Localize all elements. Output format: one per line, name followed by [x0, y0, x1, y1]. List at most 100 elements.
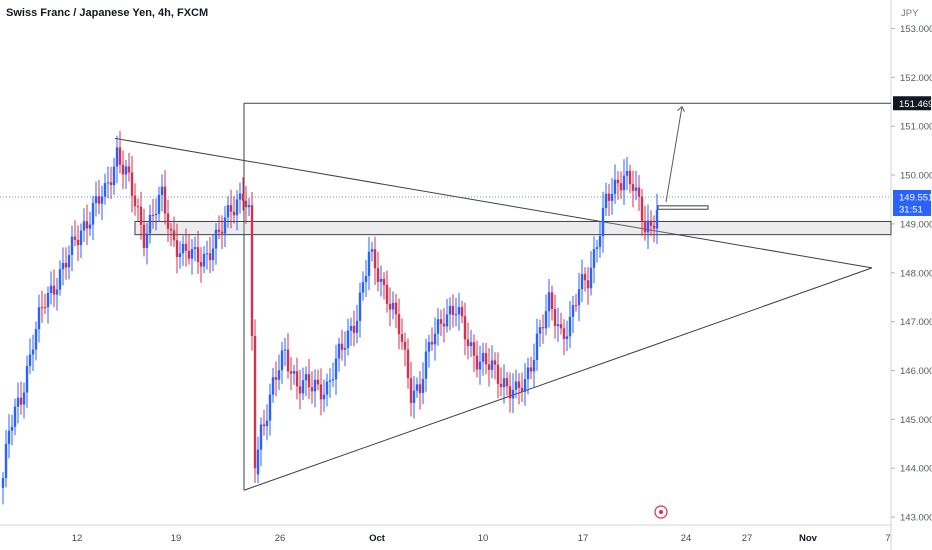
candle-body: [13, 406, 17, 427]
candle-body: [91, 203, 95, 225]
candle-body: [61, 263, 65, 270]
projection-arrow-line: [665, 106, 683, 202]
x-tick-label: 19: [171, 533, 182, 544]
candle-body: [412, 390, 416, 403]
candle-body: [175, 240, 179, 258]
candle-body: [286, 349, 290, 372]
candle-body: [172, 230, 176, 241]
current-price-text: 149.551: [899, 192, 932, 203]
candle-body: [187, 250, 191, 259]
candle-body: [163, 186, 167, 214]
candle-body: [478, 361, 482, 370]
candle-body: [595, 247, 599, 250]
candle-body: [298, 386, 302, 394]
candle-body: [364, 275, 368, 283]
candle-body: [373, 249, 377, 269]
target-price-text: 151.469: [899, 99, 932, 110]
candle-body: [547, 292, 551, 312]
candle-body: [496, 364, 500, 384]
candle-body: [19, 397, 23, 405]
current-price-tag: [893, 189, 931, 216]
candle-body: [199, 262, 203, 267]
x-tick-label: 17: [578, 533, 589, 544]
candle-body: [292, 371, 296, 374]
x-tick-label: Oct: [369, 533, 386, 544]
candle-body: [112, 166, 116, 186]
candle-body: [454, 314, 458, 316]
y-tick-label: 151.000: [900, 122, 932, 133]
candle-body: [586, 280, 590, 289]
candle-body: [160, 186, 164, 195]
candle-body: [472, 342, 476, 356]
candle-body: [49, 285, 53, 293]
candle-body: [577, 289, 581, 306]
candle-body: [184, 243, 188, 251]
candle-body: [127, 166, 131, 173]
candle-body: [418, 384, 422, 393]
candle-body: [436, 319, 440, 334]
candle-body: [643, 220, 647, 233]
x-tick-label: 7: [885, 533, 890, 544]
candle-body: [337, 343, 341, 359]
candle-body: [88, 224, 92, 229]
candle-body: [457, 307, 461, 315]
candle-body: [223, 217, 227, 234]
candle-body: [181, 243, 185, 254]
candle-body: [349, 326, 353, 331]
candle-body: [445, 314, 449, 327]
candle-body: [598, 236, 602, 248]
candle-body: [37, 307, 41, 330]
candle-body: [535, 333, 539, 361]
candle-body: [541, 327, 545, 329]
candle-body: [238, 193, 242, 200]
candle-body: [502, 378, 506, 388]
candle-body: [148, 214, 152, 234]
candle-body: [256, 449, 260, 475]
currency-label: JPY: [901, 8, 919, 19]
candle-body: [346, 330, 350, 348]
candle-body: [310, 387, 314, 392]
candle-body: [523, 379, 527, 392]
candle-body: [313, 379, 317, 392]
candle-body: [121, 164, 125, 175]
candle-body: [601, 208, 605, 237]
candle-body: [571, 305, 575, 317]
candle-body: [211, 248, 215, 261]
triangle-upper-line: [114, 137, 873, 269]
candle-body: [1, 478, 5, 488]
candle-body: [370, 249, 374, 252]
projection-arrow-head: [677, 105, 685, 112]
candle-body: [361, 282, 365, 293]
candle-body: [334, 358, 338, 380]
candle-body: [67, 255, 71, 268]
candle-body: [205, 253, 209, 255]
candle-body: [103, 183, 107, 197]
candle-body: [391, 302, 395, 310]
candle-body: [322, 394, 326, 400]
candle-body: [652, 225, 656, 229]
candle-body: [40, 307, 44, 309]
candle-body: [208, 253, 212, 261]
candle-body: [136, 206, 140, 208]
candle-body: [475, 355, 479, 370]
candle-body: [304, 374, 308, 381]
candle-body: [283, 349, 287, 351]
candle-body: [52, 285, 56, 295]
candle-body: [301, 380, 305, 394]
x-tick-label: 27: [742, 533, 753, 544]
candle-body: [553, 309, 557, 326]
candle-body: [154, 213, 158, 216]
candle-body: [544, 311, 548, 329]
candle-body: [124, 166, 128, 175]
candle-body: [568, 316, 572, 337]
candle-body: [202, 253, 206, 267]
candle-body: [331, 379, 335, 381]
candle-body: [466, 339, 470, 347]
candle-body: [193, 247, 197, 250]
candle-body: [559, 324, 563, 329]
x-tick-label: 26: [275, 533, 286, 544]
candle-body: [142, 224, 146, 248]
triangle-lower-line: [243, 267, 873, 491]
entry-box: [657, 205, 709, 210]
